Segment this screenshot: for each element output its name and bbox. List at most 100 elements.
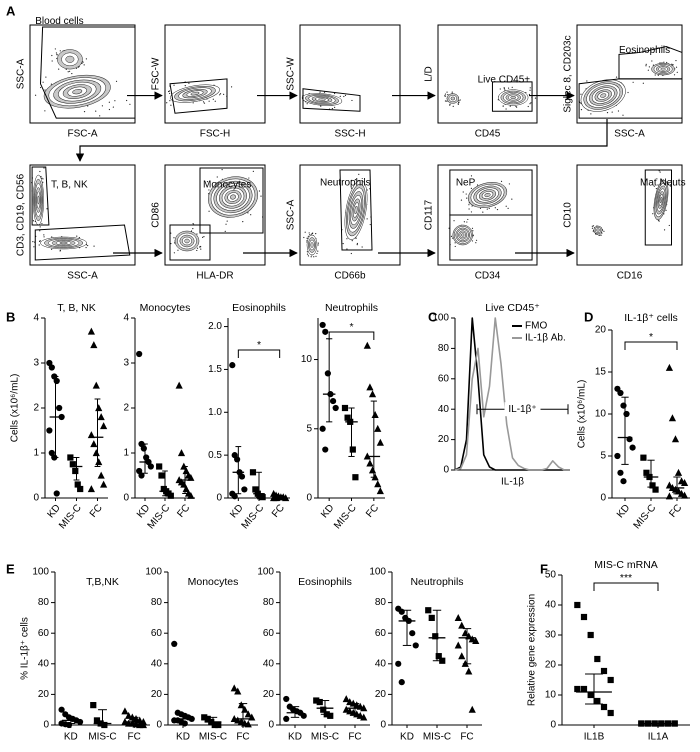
gate — [39, 26, 136, 119]
event-dot — [93, 245, 95, 247]
data-point — [283, 695, 290, 703]
gate — [199, 167, 264, 234]
event-dot — [503, 87, 505, 89]
data-point — [671, 435, 680, 443]
data-point — [600, 667, 608, 675]
event-dot — [87, 105, 89, 107]
data-point — [398, 608, 405, 615]
event-dot — [450, 235, 453, 238]
data-point — [368, 390, 377, 398]
data-point — [327, 712, 334, 719]
x-axis-label: FSC-H — [200, 129, 231, 140]
event-dot — [358, 173, 360, 175]
event-dot — [651, 60, 653, 62]
event-dot — [42, 178, 44, 180]
data-point — [97, 471, 105, 479]
data-point — [652, 486, 659, 493]
event-dot — [58, 68, 60, 70]
event-dot — [219, 93, 222, 95]
data-point — [607, 709, 614, 717]
event-dot — [486, 208, 488, 210]
event-dot — [56, 54, 58, 56]
y-tick-label: 1.0 — [208, 407, 222, 418]
event-dot — [659, 171, 661, 173]
chart-title: Eosinophils — [298, 576, 352, 588]
event-dot — [312, 232, 314, 234]
event-dot — [308, 232, 310, 234]
event-dot — [65, 68, 67, 71]
data-point — [344, 414, 351, 421]
event-dot — [527, 105, 529, 108]
event-dot — [32, 220, 35, 222]
x-axis-label: FSC-A — [68, 129, 98, 140]
event-dot — [166, 102, 168, 104]
event-dot — [669, 185, 672, 187]
data-point — [87, 485, 95, 493]
panel-label: B — [6, 309, 15, 324]
data-point — [167, 492, 174, 499]
contour — [37, 195, 40, 205]
data-point — [283, 715, 290, 722]
event-dot — [315, 255, 317, 257]
event-dot — [350, 252, 352, 255]
event-dot — [671, 63, 673, 65]
x-tick-label: IL1A — [648, 732, 669, 743]
data-point — [395, 660, 402, 667]
event-dot — [307, 255, 310, 257]
plot-frame — [299, 24, 401, 124]
event-dot — [33, 246, 35, 248]
gate-label-bg — [504, 402, 541, 417]
contour — [59, 241, 68, 245]
data-point — [100, 480, 108, 488]
event-dot — [303, 236, 305, 239]
event-dot — [41, 222, 43, 225]
data-point — [87, 431, 95, 439]
event-dot — [196, 233, 198, 235]
data-point — [320, 706, 327, 713]
data-point — [156, 463, 163, 470]
x-axis-label: CD45 — [475, 129, 501, 140]
event-dot — [530, 102, 532, 104]
data-point — [180, 480, 188, 488]
event-dot — [580, 109, 583, 111]
event-dot — [529, 87, 531, 89]
flow-plot: FSC-H FSC-W — [151, 24, 266, 140]
event-dot — [331, 107, 334, 110]
y-tick-label: 0 — [380, 720, 386, 731]
y-axis-label: CD86 — [151, 202, 162, 228]
data-point — [341, 404, 349, 412]
event-dot — [258, 190, 261, 192]
event-dot — [39, 86, 42, 89]
data-point — [171, 640, 178, 648]
event-dot — [657, 74, 659, 76]
data-point — [182, 467, 190, 475]
event-dot — [505, 108, 507, 110]
event-dot — [606, 112, 609, 114]
y-tick-label: 20 — [545, 660, 557, 671]
panel-label: E — [6, 561, 15, 576]
data-point — [231, 493, 238, 500]
data-point — [238, 473, 246, 480]
event-dot — [317, 244, 319, 246]
y-tick-label: 0 — [33, 493, 39, 504]
contour — [510, 95, 516, 100]
contour — [230, 194, 236, 200]
event-dot — [43, 236, 45, 238]
y-tick-label: 100 — [32, 567, 49, 578]
event-dot — [306, 253, 309, 255]
event-dot — [463, 221, 465, 223]
event-dot — [350, 187, 353, 189]
data-point — [374, 424, 382, 432]
panel-label: D — [584, 309, 593, 324]
data-point — [617, 469, 624, 476]
data-point — [249, 469, 257, 476]
event-dot — [451, 91, 453, 93]
event-dot — [45, 76, 47, 78]
data-point — [282, 494, 290, 502]
y-tick-label: 2.0 — [208, 321, 222, 332]
gate-label: Mat.Neuts — [640, 178, 686, 189]
y-tick-label: 60 — [151, 628, 163, 639]
data-point — [617, 389, 624, 397]
data-point — [241, 486, 248, 493]
